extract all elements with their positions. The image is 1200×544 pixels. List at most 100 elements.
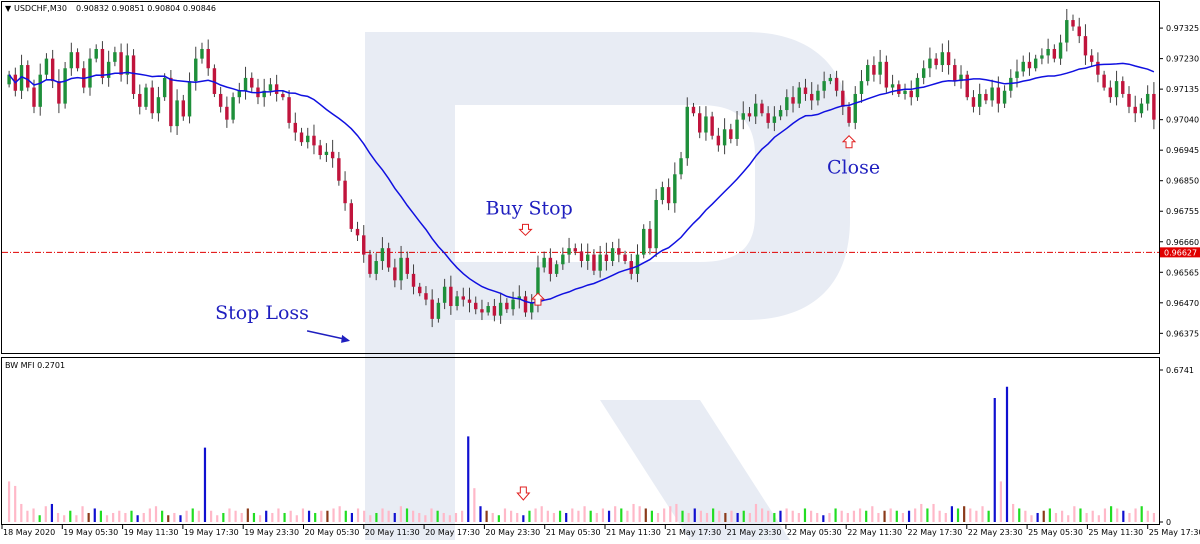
- candle-body: [1145, 93, 1150, 104]
- candle-body: [934, 58, 938, 66]
- candle-body: [436, 302, 441, 319]
- price-tick-label: 0.96375: [1166, 329, 1199, 338]
- time-tick-label: 20 May 23:30: [485, 528, 540, 537]
- candle-body: [69, 52, 74, 69]
- price-tick-label: 0.97325: [1166, 24, 1199, 33]
- candle-body: [971, 97, 976, 107]
- indicator-tick-label: 0.6741: [1166, 366, 1194, 375]
- time-tick-label: 25 May 05:30: [1028, 528, 1083, 537]
- candle-body: [953, 65, 957, 82]
- candle-body: [368, 254, 372, 274]
- candle-body: [704, 116, 708, 133]
- candle-body: [872, 65, 876, 75]
- candle-body: [791, 97, 795, 104]
- candle-body: [225, 106, 229, 120]
- indicator-name: BW MFI 0.2701: [5, 361, 65, 370]
- candle-body: [206, 48, 210, 69]
- candle-body: [990, 87, 994, 101]
- candle-body: [1009, 77, 1013, 91]
- candle-body: [94, 48, 98, 59]
- candle-body: [921, 68, 926, 78]
- price-axis: 0.97325 0.97230 0.97135 0.97040 0.96945 0.968…: [1159, 24, 1199, 338]
- candle-body: [7, 74, 11, 85]
- candle-body: [50, 58, 55, 82]
- candle-body: [349, 203, 354, 229]
- time-tick-label: 22 May 23:30: [968, 528, 1023, 537]
- candle-body: [517, 296, 521, 300]
- candle-body: [268, 84, 273, 91]
- candle-body: [1139, 103, 1144, 114]
- symbol-label: USDCHF,M30: [14, 4, 67, 13]
- price-tick-label: 0.97040: [1166, 116, 1199, 125]
- candle-body: [424, 293, 428, 300]
- candle-body: [455, 296, 459, 307]
- candle-body: [212, 68, 217, 94]
- candle-body: [374, 261, 378, 274]
- candles: [7, 8, 1156, 328]
- candle-body: [330, 151, 335, 159]
- down-arrow-icon: [516, 486, 531, 501]
- candle-body: [579, 251, 584, 262]
- up-arrow-icon: [530, 292, 546, 306]
- right-arrow-icon: [306, 330, 349, 341]
- candle-body: [106, 61, 111, 78]
- candle-body: [834, 77, 839, 91]
- candle-body: [38, 74, 42, 107]
- candle-body: [710, 116, 714, 136]
- time-tick-label: 20 May 11:30: [365, 528, 420, 537]
- time-tick-label: 21 May 05:30: [546, 528, 601, 537]
- candle-body: [362, 235, 366, 255]
- candle-body: [1089, 55, 1094, 62]
- candle-body: [629, 261, 633, 274]
- candle-body: [561, 254, 565, 265]
- candle-body: [766, 113, 770, 123]
- time-tick-label: 25 May 17:30: [1149, 528, 1200, 537]
- chart-header-arrow: ▼: [5, 4, 12, 13]
- candle-body: [150, 87, 154, 114]
- candle-body: [274, 84, 279, 94]
- candle-body: [928, 58, 932, 69]
- candle-body: [1114, 81, 1119, 98]
- watermark-logo: [365, 32, 850, 540]
- candle-body: [959, 74, 963, 82]
- candle-body: [729, 129, 733, 139]
- candle-body: [785, 97, 789, 111]
- candle-body: [505, 302, 509, 310]
- candle-body: [355, 228, 360, 236]
- candle-body: [318, 145, 322, 156]
- candle-body: [548, 257, 553, 274]
- mfi-bars: [7, 386, 1156, 522]
- candle-body: [940, 52, 945, 66]
- price-tick-label: 0.97230: [1166, 55, 1199, 64]
- time-tick-label: 19 May 17:30: [184, 528, 239, 537]
- candle-body: [200, 48, 204, 59]
- candle-body: [1027, 61, 1032, 69]
- time-tick-label: 20 May 05:30: [305, 528, 360, 537]
- candle-body: [965, 74, 969, 98]
- time-tick-label: 21 May 11:30: [606, 528, 661, 537]
- candle-body: [747, 113, 752, 117]
- candle-body: [156, 97, 161, 114]
- moving-average-line: [8, 62, 1155, 304]
- candle-body: [337, 158, 341, 181]
- candle-body: [461, 296, 466, 300]
- candle-body: [430, 299, 434, 319]
- candle-body: [194, 58, 198, 82]
- annotations: Buy Stop Stop Loss Close: [215, 135, 880, 343]
- candle-body: [449, 286, 453, 307]
- candle-body: [760, 103, 764, 114]
- candle-body: [946, 52, 951, 66]
- candle-body: [897, 84, 901, 94]
- candle-body: [293, 122, 298, 133]
- annotation-label: Buy Stop: [486, 197, 573, 219]
- candle-body: [1083, 36, 1088, 56]
- candle-body: [542, 257, 546, 268]
- candle-body: [88, 58, 92, 88]
- candle-body: [343, 180, 347, 204]
- candle-body: [809, 93, 814, 101]
- candle-body: [984, 93, 988, 101]
- candle-body: [679, 158, 683, 175]
- candle-body: [312, 135, 316, 146]
